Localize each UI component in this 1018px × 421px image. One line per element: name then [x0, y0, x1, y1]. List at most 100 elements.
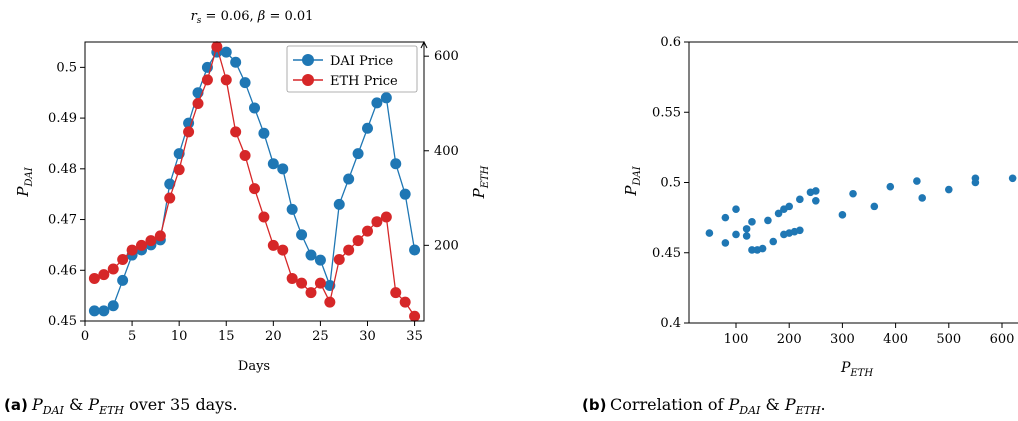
- x-axis-label: Days: [238, 359, 270, 374]
- dai-price-point: [88, 305, 100, 317]
- eth-price-point: [192, 97, 204, 109]
- y-tick-label: 0.49: [48, 111, 77, 126]
- plot-frame-b: [688, 41, 1018, 324]
- y-right-tick-label: 400: [434, 144, 459, 159]
- dai-price-point: [409, 244, 421, 256]
- dai-price-point: [296, 229, 308, 241]
- eth-price-point: [220, 74, 232, 86]
- scatter-point: [971, 178, 980, 187]
- eth-price-point: [333, 254, 345, 266]
- x-axis-label-b: PETH: [840, 360, 873, 379]
- legend-label-dai: DAI Price: [330, 54, 393, 69]
- scatter-point: [742, 225, 751, 233]
- y-tick-label: 0.5: [660, 176, 681, 191]
- dai-price-point: [314, 254, 326, 266]
- dai-price-point: [183, 117, 195, 129]
- eth-price-point: [352, 235, 364, 247]
- scatter-point: [764, 216, 772, 225]
- svg-text:PETH: PETH: [470, 165, 491, 199]
- scatter-point: [838, 211, 847, 219]
- eth-price-point: [380, 211, 392, 223]
- dai-price-point: [343, 173, 355, 185]
- caption-b: (b) Correlation of PDAI & PETH.: [582, 395, 826, 417]
- scatter-point: [748, 218, 756, 226]
- chart-dai-eth-over-time: rs = 0.06, β = 0.01 0 5 10 15 20 25 30 35 0.45 0.…: [14, 9, 491, 374]
- eth-price-point: [324, 296, 336, 308]
- y-tick-label: 0.47: [48, 213, 77, 228]
- scatter-point: [769, 237, 778, 246]
- dai-price-point: [249, 102, 260, 114]
- eth-price-point: [286, 272, 298, 284]
- eth-price-point: [126, 244, 138, 256]
- y-axis-label-b: PDAI: [622, 165, 643, 196]
- x-tick-label: 500: [936, 332, 961, 347]
- scatter-point: [870, 202, 879, 211]
- dai-price-point: [390, 158, 402, 170]
- caption-b-label: (b): [582, 396, 606, 414]
- dai-price-point: [286, 203, 298, 215]
- x-tick-label: 25: [312, 329, 329, 344]
- x-tick-label: 100: [724, 332, 749, 347]
- x-tick-label: 10: [171, 329, 188, 344]
- eth-price-point: [211, 41, 223, 53]
- scatter-point: [758, 244, 767, 253]
- dai-price-point: [362, 122, 373, 134]
- y-tick-label: 0.46: [48, 263, 77, 278]
- caption-a: (a) PDAI & PETH over 35 days.: [4, 395, 238, 417]
- dai-price-point: [98, 305, 110, 317]
- eth-price-point: [362, 225, 373, 237]
- caption-a-label: (a): [4, 396, 28, 414]
- dai-price-point: [305, 249, 317, 261]
- scatter-point: [849, 189, 857, 198]
- eth-price-point: [296, 277, 308, 289]
- y-right-tick-label: 600: [434, 49, 459, 64]
- axis-arrow: [420, 40, 428, 49]
- svg-text:PETH: PETH: [840, 360, 873, 379]
- dai-price-point: [380, 92, 392, 104]
- svg-text:PDAI: PDAI: [622, 165, 643, 196]
- eth-price-point: [239, 149, 251, 161]
- eth-price-point: [249, 183, 260, 195]
- eth-price-point: [136, 239, 147, 251]
- legend: DAI Price ETH Price: [286, 45, 418, 93]
- x-tick-label: 300: [830, 332, 855, 347]
- eth-price-point: [390, 287, 402, 299]
- y-tick-label: 0.48: [48, 162, 77, 177]
- eth-price-point: [314, 277, 326, 289]
- eth-price-point: [154, 230, 166, 242]
- eth-price-point: [409, 310, 421, 322]
- x-tick-label: 15: [218, 329, 235, 344]
- eth-price-point: [173, 164, 185, 176]
- eth-price-point: [371, 216, 383, 228]
- scatter-point: [742, 232, 751, 240]
- eth-price-point: [98, 269, 110, 281]
- x-tick-label: 400: [883, 332, 908, 347]
- dai-price-point: [267, 158, 279, 170]
- eth-price-point: [230, 126, 242, 138]
- dai-price-point: [371, 97, 383, 109]
- dai-price-point: [220, 46, 232, 58]
- dai-price-point: [107, 300, 119, 312]
- chart-title: rs = 0.06, β = 0.01: [191, 9, 314, 26]
- y-tick-label: 0.45: [48, 314, 77, 329]
- eth-price-point: [343, 244, 355, 256]
- scatter-point: [796, 226, 804, 235]
- dai-price-point: [239, 77, 251, 89]
- scatter-point: [1008, 174, 1017, 183]
- dai-price-point: [399, 188, 411, 200]
- scatter-point: [886, 182, 895, 191]
- scatter-point: [774, 209, 783, 218]
- x-tick-label: 600: [990, 332, 1015, 347]
- scatter-point: [796, 195, 804, 204]
- x-tick-label: 20: [265, 329, 282, 344]
- y-tick-label: 0.5: [56, 60, 77, 75]
- eth-price-point: [267, 239, 279, 251]
- dai-price-point: [117, 274, 129, 286]
- scatter-point: [721, 239, 730, 247]
- scatter-point: [748, 246, 756, 254]
- eth-price-point: [258, 211, 270, 223]
- eth-price-point: [201, 74, 213, 86]
- y-tick-label: 0.45: [652, 246, 681, 261]
- y-tick-label: 0.6: [660, 35, 681, 50]
